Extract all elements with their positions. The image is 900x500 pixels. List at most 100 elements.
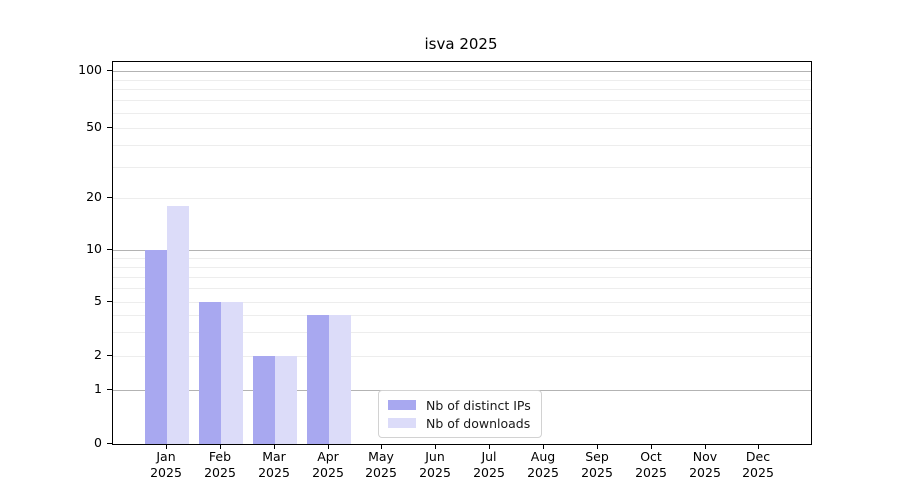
x-tick-month: Mar xyxy=(262,449,286,464)
x-tick-mark-jul xyxy=(489,444,490,449)
x-tick-year: 2025 xyxy=(365,464,397,480)
y-tick-label-0: 0 xyxy=(94,435,102,450)
minor-gridline-3 xyxy=(113,332,811,333)
y-tick-label-2: 2 xyxy=(94,347,102,362)
x-tick-year: 2025 xyxy=(419,464,451,480)
y-tick-mark-1 xyxy=(107,389,112,390)
x-tick-year: 2025 xyxy=(742,464,774,480)
bar-jan-downloads xyxy=(167,205,189,444)
x-tick-label-sep: Sep 2025 xyxy=(569,449,625,480)
bar-mar-downloads xyxy=(274,356,297,444)
y-tick-label-100: 100 xyxy=(78,62,102,77)
y-tick-mark-5 xyxy=(107,301,112,302)
minor-gridline-9 xyxy=(113,258,811,259)
x-tick-month: Sep xyxy=(585,449,609,464)
x-tick-month: Nov xyxy=(692,449,718,464)
minor-gridline-50 xyxy=(113,128,811,129)
x-tick-year: 2025 xyxy=(689,464,721,480)
y-tick-mark-10 xyxy=(107,249,112,250)
x-tick-mark-feb xyxy=(220,444,221,449)
y-tick-label-20: 20 xyxy=(86,189,102,204)
y-tick-mark-100 xyxy=(107,70,112,71)
x-tick-mark-mar xyxy=(274,444,275,449)
y-tick-mark-50 xyxy=(107,127,112,128)
x-tick-month: Oct xyxy=(640,449,662,464)
y-tick-label-10: 10 xyxy=(86,241,102,256)
x-tick-mark-nov xyxy=(705,444,706,449)
x-tick-mark-oct xyxy=(651,444,652,449)
bar-feb-downloads xyxy=(220,302,243,444)
legend-swatch-downloads xyxy=(388,418,416,428)
x-tick-month: Dec xyxy=(745,449,771,464)
x-tick-label-dec: Dec 2025 xyxy=(730,449,786,480)
y-tick-mark-20 xyxy=(107,197,112,198)
x-tick-label-aug: Aug 2025 xyxy=(515,449,571,480)
x-tick-mark-jun xyxy=(435,444,436,449)
x-tick-year: 2025 xyxy=(527,464,559,480)
x-tick-mark-apr xyxy=(328,444,329,449)
x-tick-year: 2025 xyxy=(473,464,505,480)
bar-apr-distinct-ips xyxy=(306,315,329,444)
y-tick-mark-0 xyxy=(107,443,112,444)
x-tick-year: 2025 xyxy=(581,464,613,480)
y-tick-label-50: 50 xyxy=(86,119,102,134)
plot-area xyxy=(112,61,812,445)
x-tick-month: Aug xyxy=(530,449,556,464)
x-tick-mark-sep xyxy=(597,444,598,449)
legend: Nb of distinct IPs Nb of downloads xyxy=(378,390,542,438)
x-tick-label-jan: Jan 2025 xyxy=(138,449,194,480)
minor-gridline-30 xyxy=(113,167,811,168)
x-tick-month: Jun xyxy=(425,449,445,464)
x-tick-mark-dec xyxy=(758,444,759,449)
bar-mar-distinct-ips xyxy=(252,356,275,444)
minor-gridline-4 xyxy=(113,315,811,316)
x-tick-mark-jan xyxy=(166,444,167,449)
minor-gridline-90 xyxy=(113,80,811,81)
bar-feb-distinct-ips xyxy=(198,302,221,444)
x-tick-label-feb: Feb 2025 xyxy=(192,449,248,480)
bar-jan-distinct-ips xyxy=(145,250,167,444)
minor-gridline-40 xyxy=(113,145,811,146)
x-tick-label-mar: Mar 2025 xyxy=(246,449,302,480)
legend-row-distinct-ips: Nb of distinct IPs xyxy=(388,396,531,414)
minor-gridline-60 xyxy=(113,113,811,114)
x-tick-label-may: May 2025 xyxy=(353,449,409,480)
minor-gridline-80 xyxy=(113,89,811,90)
x-tick-month: May xyxy=(368,449,394,464)
x-tick-mark-may xyxy=(381,444,382,449)
x-tick-label-jul: Jul 2025 xyxy=(461,449,517,480)
y-tick-mark-2 xyxy=(107,355,112,356)
minor-gridline-7 xyxy=(113,277,811,278)
x-tick-month: Feb xyxy=(208,449,232,464)
minor-gridline-8 xyxy=(113,267,811,268)
x-tick-year: 2025 xyxy=(635,464,667,480)
major-gridline-100 xyxy=(113,71,811,72)
x-tick-label-apr: Apr 2025 xyxy=(300,449,356,480)
minor-gridline-2 xyxy=(113,356,811,357)
x-tick-month: Jan xyxy=(156,449,176,464)
major-gridline-10 xyxy=(113,250,811,251)
legend-label: Nb of distinct IPs xyxy=(426,397,531,413)
x-tick-month: Jul xyxy=(481,449,497,464)
y-tick-label-5: 5 xyxy=(94,293,102,308)
y-tick-label-1: 1 xyxy=(94,381,102,396)
minor-gridline-6 xyxy=(113,288,811,289)
legend-label: Nb of downloads xyxy=(426,415,531,431)
x-tick-year: 2025 xyxy=(258,464,290,480)
legend-swatch-distinct-ips xyxy=(388,400,416,410)
bar-apr-downloads xyxy=(328,315,351,444)
chart-title: isva 2025 xyxy=(424,35,498,53)
legend-row-downloads: Nb of downloads xyxy=(388,414,531,432)
x-tick-label-jun: Jun 2025 xyxy=(407,449,463,480)
x-tick-label-nov: Nov 2025 xyxy=(677,449,733,480)
x-tick-mark-aug xyxy=(543,444,544,449)
x-tick-year: 2025 xyxy=(204,464,236,480)
minor-gridline-70 xyxy=(113,100,811,101)
x-tick-month: Apr xyxy=(317,449,339,464)
x-tick-year: 2025 xyxy=(150,464,182,480)
x-tick-label-oct: Oct 2025 xyxy=(623,449,679,480)
minor-gridline-20 xyxy=(113,198,811,199)
minor-gridline-5 xyxy=(113,302,811,303)
x-tick-year: 2025 xyxy=(312,464,344,480)
